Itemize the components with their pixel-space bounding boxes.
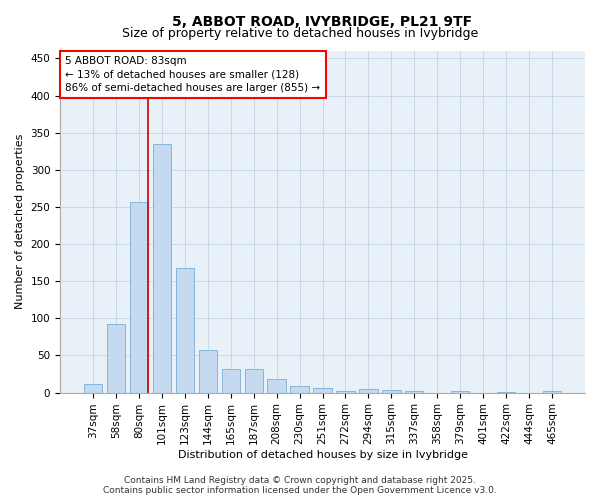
X-axis label: Distribution of detached houses by size in Ivybridge: Distribution of detached houses by size … [178,450,467,460]
Bar [130,202,148,392]
Bar [451,391,469,392]
Bar [107,324,125,392]
Bar [543,391,561,392]
Bar [176,268,194,392]
Bar [153,144,171,392]
Bar [221,369,240,392]
Bar [359,389,377,392]
Bar [290,386,309,392]
Bar [245,369,263,392]
Bar [382,390,401,392]
Bar [199,350,217,393]
Text: Size of property relative to detached houses in Ivybridge: Size of property relative to detached ho… [122,28,478,40]
Bar [313,388,332,392]
Bar [84,384,102,392]
Text: Contains HM Land Registry data © Crown copyright and database right 2025.
Contai: Contains HM Land Registry data © Crown c… [103,476,497,495]
Y-axis label: Number of detached properties: Number of detached properties [15,134,25,310]
Bar [268,379,286,392]
Bar [405,391,424,392]
Bar [336,391,355,392]
Text: 5 ABBOT ROAD: 83sqm
← 13% of detached houses are smaller (128)
86% of semi-detac: 5 ABBOT ROAD: 83sqm ← 13% of detached ho… [65,56,320,92]
Title: 5, ABBOT ROAD, IVYBRIDGE, PL21 9TF: 5, ABBOT ROAD, IVYBRIDGE, PL21 9TF [172,15,473,29]
